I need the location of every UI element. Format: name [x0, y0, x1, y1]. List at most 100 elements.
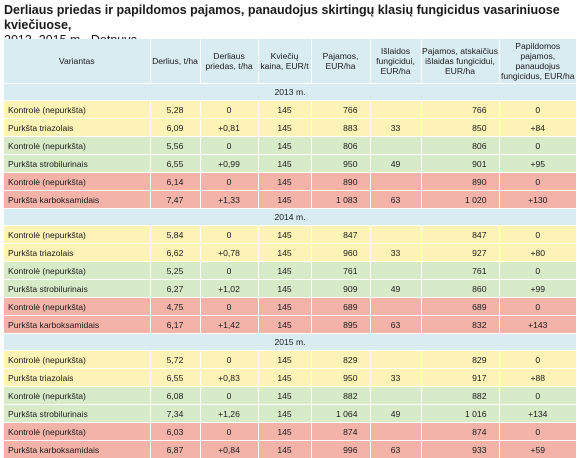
- cell-income: 960: [311, 244, 370, 262]
- cell-yield: 6,03: [150, 423, 200, 441]
- header-income: Pajamos, EUR/ha: [311, 39, 370, 84]
- cell-income: 847: [311, 226, 370, 244]
- cell-income: 689: [311, 298, 370, 316]
- cell-net-income: 882: [421, 387, 499, 405]
- cell-additional-income: 0: [499, 173, 576, 191]
- cell-additional-income: +130: [499, 191, 576, 209]
- year-row: 2014 m.: [4, 209, 576, 226]
- cell-net-income: 901: [421, 155, 499, 173]
- cell-yield-gain: 0: [200, 387, 258, 405]
- cell-fungicide-cost: [370, 387, 421, 405]
- cell-wheat-price: 145: [258, 101, 311, 119]
- cell-yield-gain: +1,42: [200, 316, 258, 334]
- cell-income: 895: [311, 316, 370, 334]
- cell-variant: Purkšta karboksamidais: [4, 191, 150, 209]
- cell-additional-income: 0: [499, 298, 576, 316]
- cell-wheat-price: 145: [258, 316, 311, 334]
- cell-additional-income: 0: [499, 262, 576, 280]
- cell-variant: Purkšta karboksamidais: [4, 316, 150, 334]
- cell-income: 761: [311, 262, 370, 280]
- cell-fungicide-cost: 49: [370, 405, 421, 423]
- cell-variant: Purkšta strobilurinais: [4, 155, 150, 173]
- cell-income: 874: [311, 423, 370, 441]
- cell-additional-income: 0: [499, 387, 576, 405]
- cell-wheat-price: 145: [258, 369, 311, 387]
- cell-net-income: 850: [421, 119, 499, 137]
- cell-additional-income: +143: [499, 316, 576, 334]
- cell-wheat-price: 145: [258, 405, 311, 423]
- year-label: 2013 m.: [4, 84, 576, 101]
- cell-net-income: 917: [421, 369, 499, 387]
- header-yield: Derlius, t/ha: [150, 39, 200, 84]
- cell-fungicide-cost: 33: [370, 369, 421, 387]
- cell-yield-gain: 0: [200, 173, 258, 191]
- cell-yield: 7,47: [150, 191, 200, 209]
- cell-income: 996: [311, 441, 370, 458]
- cell-wheat-price: 145: [258, 191, 311, 209]
- cell-variant: Purkšta strobilurinais: [4, 280, 150, 298]
- cell-yield: 6,55: [150, 155, 200, 173]
- header-wheat-price: Kviečių kaina, EUR/t: [258, 39, 311, 84]
- cell-wheat-price: 145: [258, 262, 311, 280]
- cell-additional-income: +99: [499, 280, 576, 298]
- year-label: 2014 m.: [4, 209, 576, 226]
- cell-variant: Kontrolė (nepurkšta): [4, 423, 150, 441]
- cell-income: 890: [311, 173, 370, 191]
- cell-variant: Kontrolė (nepurkšta): [4, 226, 150, 244]
- cell-additional-income: +134: [499, 405, 576, 423]
- cell-additional-income: +84: [499, 119, 576, 137]
- cell-yield: 6,27: [150, 280, 200, 298]
- cell-variant: Purkšta triazolais: [4, 244, 150, 262]
- cell-variant: Kontrolė (nepurkšta): [4, 351, 150, 369]
- cell-yield: 6,14: [150, 173, 200, 191]
- yield-table: Variantas Derlius, t/ha Derliaus priedas…: [4, 39, 576, 458]
- cell-variant: Kontrolė (nepurkšta): [4, 101, 150, 119]
- cell-fungicide-cost: [370, 351, 421, 369]
- cell-net-income: 832: [421, 316, 499, 334]
- cell-income: 883: [311, 119, 370, 137]
- cell-variant: Kontrolė (nepurkšta): [4, 387, 150, 405]
- cell-yield-gain: 0: [200, 262, 258, 280]
- cell-additional-income: 0: [499, 351, 576, 369]
- cell-additional-income: 0: [499, 226, 576, 244]
- cell-net-income: 1 016: [421, 405, 499, 423]
- cell-net-income: 761: [421, 262, 499, 280]
- cell-additional-income: +88: [499, 369, 576, 387]
- cell-wheat-price: 145: [258, 351, 311, 369]
- cell-yield-gain: 0: [200, 137, 258, 155]
- cell-wheat-price: 145: [258, 298, 311, 316]
- cell-income: 950: [311, 369, 370, 387]
- cell-yield-gain: +0,84: [200, 441, 258, 458]
- cell-fungicide-cost: [370, 298, 421, 316]
- cell-yield-gain: +1,02: [200, 280, 258, 298]
- cell-yield-gain: 0: [200, 423, 258, 441]
- cell-variant: Kontrolė (nepurkšta): [4, 298, 150, 316]
- cell-net-income: 890: [421, 173, 499, 191]
- cell-additional-income: 0: [499, 423, 576, 441]
- cell-net-income: 874: [421, 423, 499, 441]
- cell-income: 1 064: [311, 405, 370, 423]
- cell-wheat-price: 145: [258, 137, 311, 155]
- year-label: 2015 m.: [4, 334, 576, 351]
- cell-yield: 6,08: [150, 387, 200, 405]
- cell-yield: 6,87: [150, 441, 200, 458]
- cell-income: 1 083: [311, 191, 370, 209]
- cell-yield-gain: +0,99: [200, 155, 258, 173]
- cell-wheat-price: 145: [258, 423, 311, 441]
- cell-fungicide-cost: [370, 226, 421, 244]
- cell-wheat-price: 145: [258, 244, 311, 262]
- cell-fungicide-cost: 49: [370, 155, 421, 173]
- cell-yield-gain: 0: [200, 101, 258, 119]
